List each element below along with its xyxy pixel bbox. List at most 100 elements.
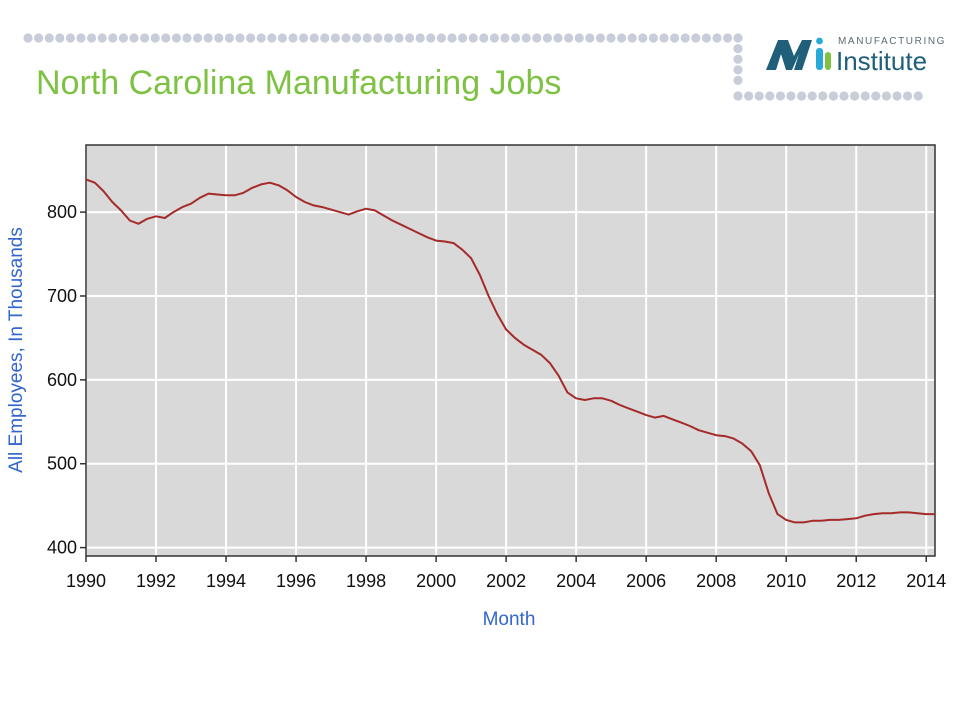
- border-dot: [701, 33, 712, 43]
- border-dot: [733, 91, 743, 101]
- x-tick-label: 2004: [556, 571, 596, 591]
- y-tick-label: 500: [47, 454, 77, 474]
- x-tick-label: 2006: [626, 571, 666, 591]
- border-dot: [129, 33, 139, 43]
- border-dot: [659, 33, 669, 43]
- border-dot: [786, 91, 796, 101]
- border-dot: [818, 91, 828, 101]
- border-dot: [352, 33, 362, 43]
- border-dot: [267, 33, 277, 43]
- x-tick-label: 1992: [136, 571, 176, 591]
- manufacturing-institute-logo: MANUFACTURING Institute: [762, 30, 944, 80]
- border-dot: [55, 33, 65, 43]
- border-dot: [193, 33, 203, 43]
- border-dot: [140, 33, 150, 43]
- border-dot: [362, 33, 372, 43]
- plot-area: [86, 145, 935, 556]
- border-dot: [860, 91, 870, 101]
- border-dot: [246, 33, 256, 43]
- border-dot: [405, 33, 415, 43]
- border-dot: [320, 33, 330, 43]
- border-dot: [426, 33, 436, 43]
- border-dot: [733, 54, 743, 64]
- border-dot: [65, 33, 75, 43]
- border-dot: [712, 33, 722, 43]
- x-tick-label: 1996: [276, 571, 316, 591]
- border-dot: [256, 33, 266, 43]
- border-dot: [44, 33, 54, 43]
- border-dot: [118, 33, 128, 43]
- border-dot: [521, 33, 531, 43]
- x-tick-label: 1990: [66, 571, 106, 591]
- y-tick-label: 600: [47, 370, 77, 390]
- border-dot: [903, 91, 913, 101]
- border-dot: [828, 91, 839, 101]
- y-tick-label: 400: [47, 538, 77, 558]
- border-dot: [299, 33, 309, 43]
- x-tick-label: 1998: [346, 571, 386, 591]
- border-dot: [733, 33, 743, 43]
- border-dot: [383, 33, 393, 43]
- border-dot: [585, 33, 595, 43]
- border-dot: [574, 33, 584, 43]
- border-dot: [235, 33, 245, 43]
- logo-big-text: Institute: [836, 46, 928, 76]
- border-dot: [723, 33, 733, 43]
- decorative-dot-border: [23, 33, 923, 101]
- border-dot: [775, 91, 786, 101]
- border-dot: [214, 33, 224, 43]
- border-dot: [595, 33, 606, 43]
- border-dot: [436, 33, 446, 43]
- border-dot: [881, 91, 892, 101]
- x-tick-label: 2010: [766, 571, 806, 591]
- border-dot: [288, 33, 298, 43]
- border-dot: [182, 33, 192, 43]
- border-dot: [309, 33, 319, 43]
- border-dot: [330, 33, 340, 43]
- border-dot: [871, 91, 881, 101]
- page-title: North Carolina Manufacturing Jobs: [36, 64, 562, 102]
- border-dot: [744, 91, 754, 101]
- border-dot: [733, 75, 743, 85]
- border-dot: [23, 33, 33, 43]
- border-dot: [691, 33, 701, 43]
- border-dot: [670, 33, 680, 43]
- border-dot: [532, 33, 542, 43]
- border-dot: [108, 33, 118, 43]
- border-dot: [394, 33, 404, 43]
- plot-frame: [85, 144, 936, 557]
- border-dot: [807, 91, 817, 101]
- border-dot: [733, 44, 743, 54]
- border-dot: [913, 91, 923, 101]
- border-dot: [765, 91, 775, 101]
- border-dot: [97, 33, 107, 43]
- border-dot: [754, 91, 764, 101]
- x-tick-label: 2000: [416, 571, 456, 591]
- x-tick-label: 2008: [696, 571, 736, 591]
- border-dot: [797, 91, 807, 101]
- border-dot: [606, 33, 616, 43]
- border-dot: [203, 33, 213, 43]
- border-dot: [415, 33, 425, 43]
- x-tick-label: 2014: [906, 571, 946, 591]
- border-dot: [373, 33, 383, 43]
- border-dot: [839, 91, 849, 101]
- border-dot: [850, 91, 860, 101]
- border-dot: [648, 33, 659, 43]
- border-dot: [34, 33, 44, 43]
- border-dot: [277, 33, 287, 43]
- x-tick-label: 2002: [486, 571, 526, 591]
- border-dot: [680, 33, 690, 43]
- border-dot: [489, 33, 499, 43]
- y-tick-label: 700: [47, 286, 77, 306]
- border-dot: [468, 33, 478, 43]
- x-tick-label: 1994: [206, 571, 246, 591]
- logo-small-text: MANUFACTURING: [838, 36, 947, 47]
- border-dot: [447, 33, 457, 43]
- border-dot: [479, 33, 489, 43]
- border-dot: [542, 33, 553, 43]
- border-dot: [638, 33, 648, 43]
- border-dot: [76, 33, 86, 43]
- border-dot: [564, 33, 574, 43]
